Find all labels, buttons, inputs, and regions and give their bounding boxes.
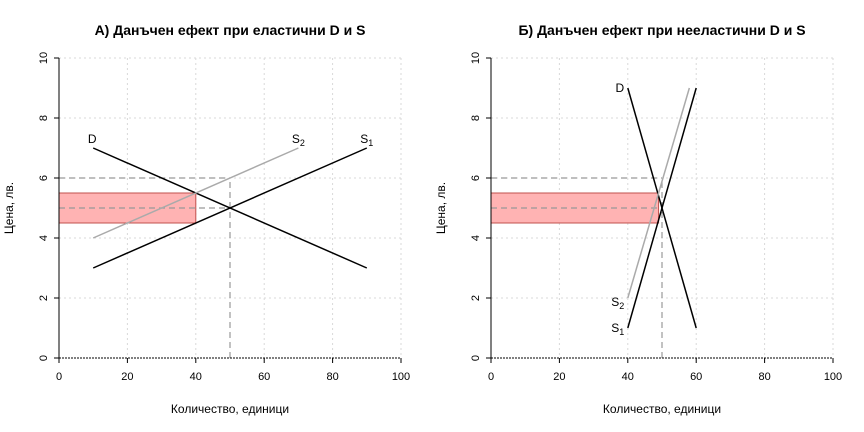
chart-panel-1: А) Данъчен ефект при еластични D и SD S1S… bbox=[2, 22, 410, 416]
series-label-main: S bbox=[292, 132, 300, 146]
x-tick-label: 60 bbox=[258, 371, 270, 383]
x-tick-label: 20 bbox=[553, 371, 565, 383]
y-tick-label: 6 bbox=[38, 175, 50, 181]
series-label-s2: S2 bbox=[611, 295, 624, 311]
chart-panel-2: Б) Данъчен ефект при нееластични D и S D S… bbox=[434, 22, 842, 416]
y-tick-label: 10 bbox=[38, 52, 50, 64]
x-tick-label: 20 bbox=[121, 371, 133, 383]
x-tick-label: 80 bbox=[758, 371, 770, 383]
series-label-d: D bbox=[615, 81, 624, 95]
y-tick-label: 2 bbox=[38, 295, 50, 301]
series-label-main: D bbox=[615, 81, 624, 95]
series-line-s1 bbox=[92, 147, 368, 269]
series-label-d: D bbox=[88, 132, 97, 146]
x-axis-label: Количество, единици bbox=[603, 402, 721, 416]
x-tick-label: 0 bbox=[56, 371, 62, 383]
series-line-s2 bbox=[627, 87, 691, 299]
series-label-main: S bbox=[360, 132, 368, 146]
y-axis-label: Цена, лв. bbox=[2, 182, 16, 234]
y-tick-label: 6 bbox=[470, 175, 482, 181]
x-tick-label: 100 bbox=[392, 371, 410, 383]
y-tick-label: 8 bbox=[38, 115, 50, 121]
x-tick-label: 40 bbox=[622, 371, 634, 383]
y-tick-label: 0 bbox=[38, 355, 50, 361]
series-label-subscript: 2 bbox=[300, 138, 305, 148]
x-tick-label: 40 bbox=[190, 371, 202, 383]
series-line-s2 bbox=[92, 147, 299, 239]
y-tick-label: 0 bbox=[470, 355, 482, 361]
x-axis-label: Количество, единици bbox=[171, 402, 289, 416]
series-label-subscript: 1 bbox=[619, 327, 624, 337]
x-tick-label: 0 bbox=[488, 371, 494, 383]
series-label-subscript: 1 bbox=[368, 138, 373, 148]
series-label-s1: S1 bbox=[611, 321, 624, 337]
x-tick-label: 100 bbox=[824, 371, 842, 383]
x-tick-label: 60 bbox=[690, 371, 702, 383]
series-line-s1 bbox=[627, 87, 697, 329]
chart-title: Б) Данъчен ефект при нееластични D и S bbox=[518, 22, 805, 38]
series-label-subscript: 2 bbox=[619, 301, 624, 311]
series-label-s1: S1 bbox=[360, 132, 373, 148]
chart-title: А) Данъчен ефект при еластични D и S bbox=[95, 22, 366, 38]
series-label-main: S bbox=[611, 295, 619, 309]
y-tick-label: 10 bbox=[470, 52, 482, 64]
series-label-s2: S2 bbox=[292, 132, 305, 148]
y-tick-label: 4 bbox=[470, 235, 482, 241]
y-tick-label: 8 bbox=[470, 115, 482, 121]
y-tick-label: 2 bbox=[470, 295, 482, 301]
series-label-main: D bbox=[88, 132, 97, 146]
series-label-main: S bbox=[611, 321, 619, 335]
y-tick-label: 4 bbox=[38, 235, 50, 241]
x-tick-label: 80 bbox=[326, 371, 338, 383]
y-axis-label: Цена, лв. bbox=[434, 182, 448, 234]
